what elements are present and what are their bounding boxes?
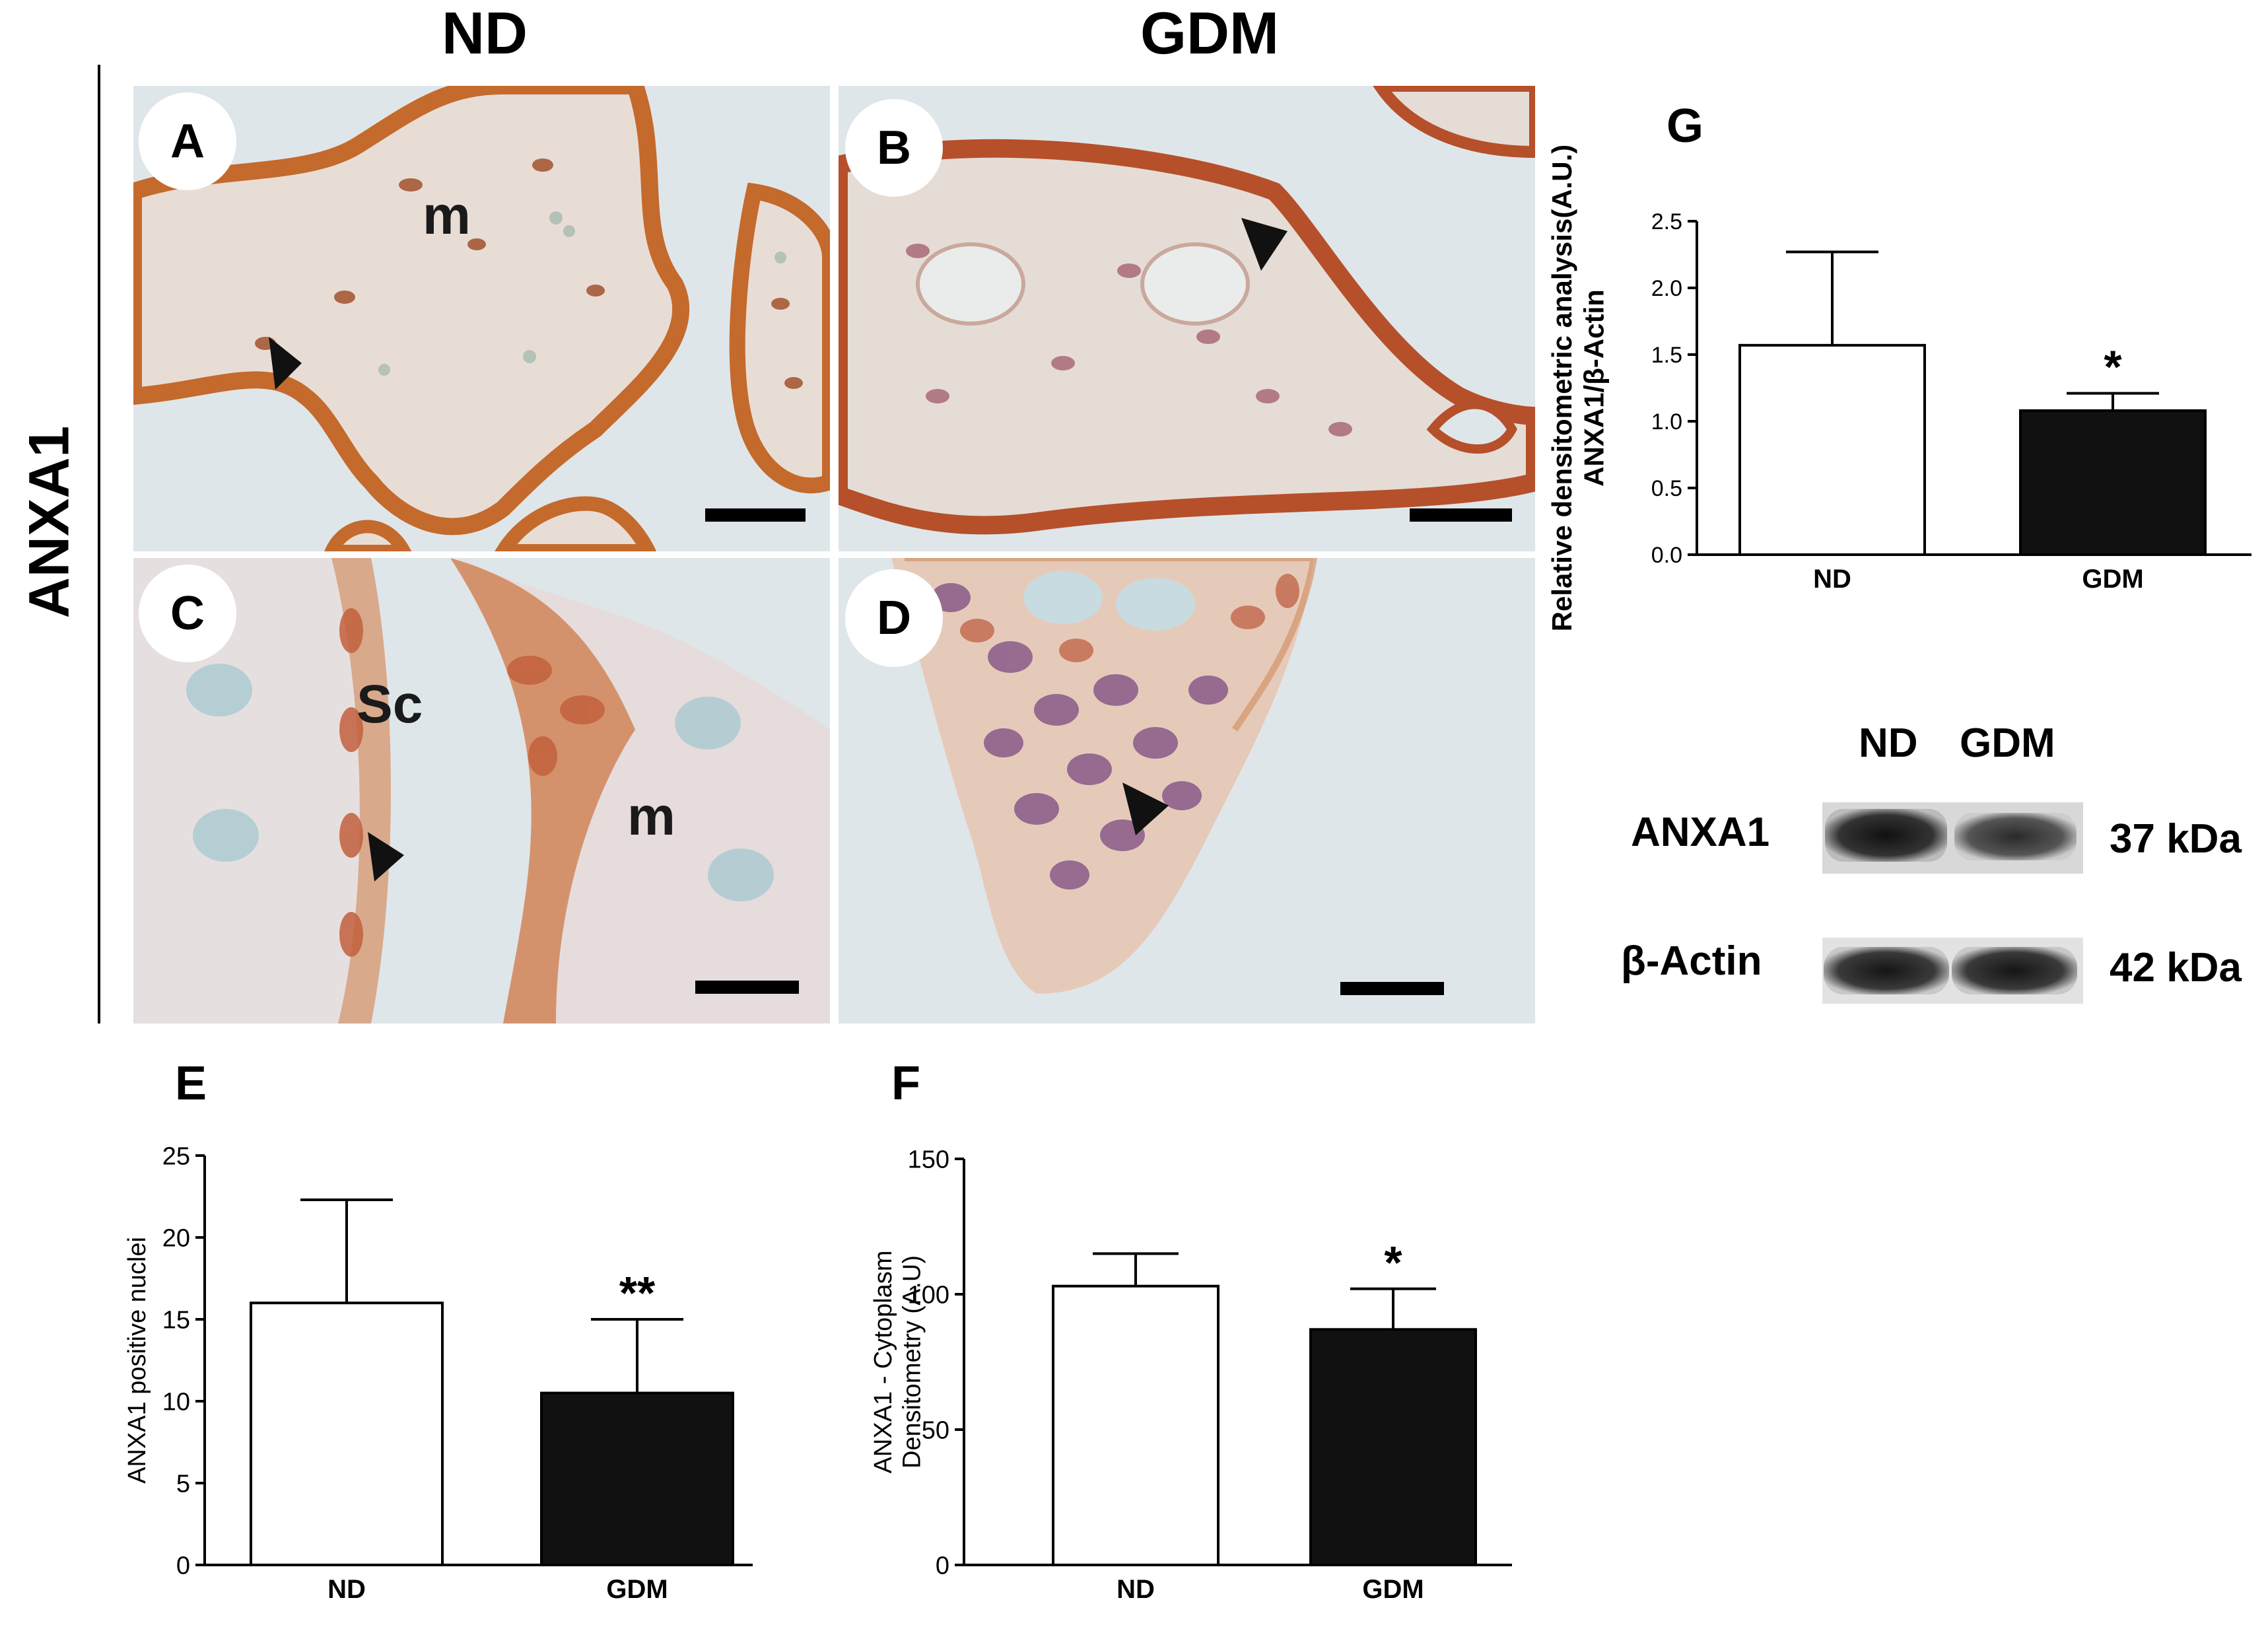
y-tick-label: 1.5 bbox=[1651, 343, 1682, 368]
chart-e: 0 5 10 15 20 25 ANXA1 positive nuclei ND GDM ** bbox=[99, 1116, 759, 1631]
chart-f: 0 50 100 150 ANXA1 - Cytoplasm Densitometry (… bbox=[858, 1116, 1519, 1631]
y-tick-label: 5 bbox=[176, 1470, 190, 1498]
blot-protein-actin: β-Actin bbox=[1621, 938, 1762, 984]
blot-size-actin: 42 kDa bbox=[2110, 945, 2242, 990]
blot-band-anxa1-gdm bbox=[1954, 813, 2077, 860]
micrograph-d bbox=[839, 558, 1535, 1024]
y-tick-label: 10 bbox=[162, 1388, 190, 1416]
bar-gdm bbox=[540, 1391, 734, 1566]
blot-protein-anxa1: ANXA1 bbox=[1631, 810, 1770, 855]
x-category-label: ND bbox=[327, 1575, 366, 1604]
micrograph-a bbox=[133, 86, 830, 551]
annotation-mesenchyme-c: m bbox=[627, 786, 675, 847]
panel-label-d: D bbox=[845, 569, 943, 667]
y-axis-label: ANXA1/β-Actin bbox=[1578, 289, 1609, 487]
bar-nd bbox=[1052, 1284, 1220, 1566]
scale-bar-d bbox=[1340, 982, 1444, 995]
y-tick-label: 2.5 bbox=[1651, 209, 1682, 234]
bar-gdm bbox=[2019, 409, 2207, 556]
x-category-label: ND bbox=[1117, 1575, 1155, 1604]
column-header-gdm: GDM bbox=[1140, 1, 1279, 67]
micrograph-b-image bbox=[839, 86, 1535, 535]
chart-f-svg: 0 50 100 150 ANXA1 - Cytoplasm Densitometry (… bbox=[870, 1146, 1512, 1604]
y-tick-label: 1.0 bbox=[1651, 409, 1682, 434]
chart-g: 0.0 0.5 1.0 1.5 2.0 2.5 Relative densitometric… bbox=[1532, 92, 2265, 687]
scale-bar-c bbox=[695, 981, 799, 994]
blot-band-row-actin bbox=[1822, 938, 2083, 1004]
blot-band-actin-nd bbox=[1824, 947, 1949, 994]
bar-nd bbox=[250, 1301, 444, 1566]
panel-label-e: E bbox=[175, 1057, 207, 1110]
micrograph-d-image bbox=[891, 558, 1318, 994]
y-axis-label: Densitometry (A.U) bbox=[899, 1255, 926, 1469]
blot-lane-nd: ND bbox=[1859, 720, 1918, 766]
blot-band-row-anxa1 bbox=[1822, 802, 2083, 874]
annotation-syncytio-c: Sc bbox=[357, 674, 423, 734]
row-label: ANXA1 bbox=[17, 425, 81, 618]
y-axis-label: Relative densitometric analysis(A.U.) bbox=[1546, 145, 1577, 632]
micrograph-c bbox=[133, 558, 830, 1024]
y-tick-label: 0 bbox=[176, 1552, 190, 1579]
y-tick-label: 100 bbox=[908, 1281, 949, 1309]
micrograph-a-image bbox=[133, 86, 830, 551]
y-tick-label: 2.0 bbox=[1651, 276, 1682, 301]
y-tick-label: 150 bbox=[908, 1146, 949, 1173]
y-tick-label: 15 bbox=[162, 1306, 190, 1334]
chart-e-svg: 0 5 10 15 20 25 ANXA1 positive nuclei ND GDM ** bbox=[123, 1142, 753, 1604]
y-tick-label: 0.0 bbox=[1651, 543, 1682, 568]
blot-band-actin-gdm bbox=[1952, 947, 2077, 994]
x-category-label: GDM bbox=[2082, 565, 2143, 594]
scale-bar-a bbox=[705, 508, 806, 522]
panel-label-b: B bbox=[845, 99, 943, 197]
panel-label-g: G bbox=[1667, 100, 1704, 153]
y-tick-label: 25 bbox=[162, 1142, 190, 1170]
y-tick-label: 20 bbox=[162, 1224, 190, 1252]
blot-size-anxa1: 37 kDa bbox=[2110, 816, 2242, 862]
x-category-label: ND bbox=[1813, 565, 1851, 594]
chart-g-svg: 0.0 0.5 1.0 1.5 2.0 2.5 Relative densitometric… bbox=[1546, 145, 2251, 632]
y-tick-label: 0.5 bbox=[1651, 476, 1682, 501]
x-category-label: GDM bbox=[1362, 1575, 1424, 1604]
y-axis-label: ANXA1 - Cytoplasm bbox=[870, 1251, 897, 1474]
panel-label-a: A bbox=[139, 92, 236, 190]
bar-nd bbox=[1738, 343, 1926, 556]
scale-bar-b bbox=[1410, 508, 1512, 522]
x-category-label: GDM bbox=[606, 1575, 668, 1604]
significance-marker: * bbox=[2104, 341, 2122, 393]
blot-bands-actin bbox=[1822, 938, 2083, 1004]
blot-bands-anxa1 bbox=[1822, 802, 2083, 874]
y-axis-label: ANXA1 positive nuclei bbox=[123, 1237, 151, 1484]
panel-label-f: F bbox=[891, 1057, 920, 1110]
significance-marker: * bbox=[1384, 1237, 1402, 1288]
row-divider bbox=[98, 65, 100, 1024]
bar-gdm bbox=[1309, 1328, 1477, 1566]
blot-lane-gdm: GDM bbox=[1960, 720, 2055, 766]
y-tick-label: 0 bbox=[936, 1552, 949, 1579]
row-label-wrapper: ANXA1 bbox=[0, 425, 125, 618]
panel-label-c: C bbox=[139, 565, 236, 662]
y-tick-label: 50 bbox=[922, 1416, 949, 1444]
column-header-nd: ND bbox=[442, 1, 528, 67]
blot-band-anxa1-nd bbox=[1825, 809, 1947, 862]
significance-marker: ** bbox=[619, 1267, 656, 1319]
micrograph-c-image bbox=[133, 558, 830, 1024]
annotation-mesenchyme-a: m bbox=[423, 186, 471, 246]
micrograph-b bbox=[839, 86, 1535, 551]
